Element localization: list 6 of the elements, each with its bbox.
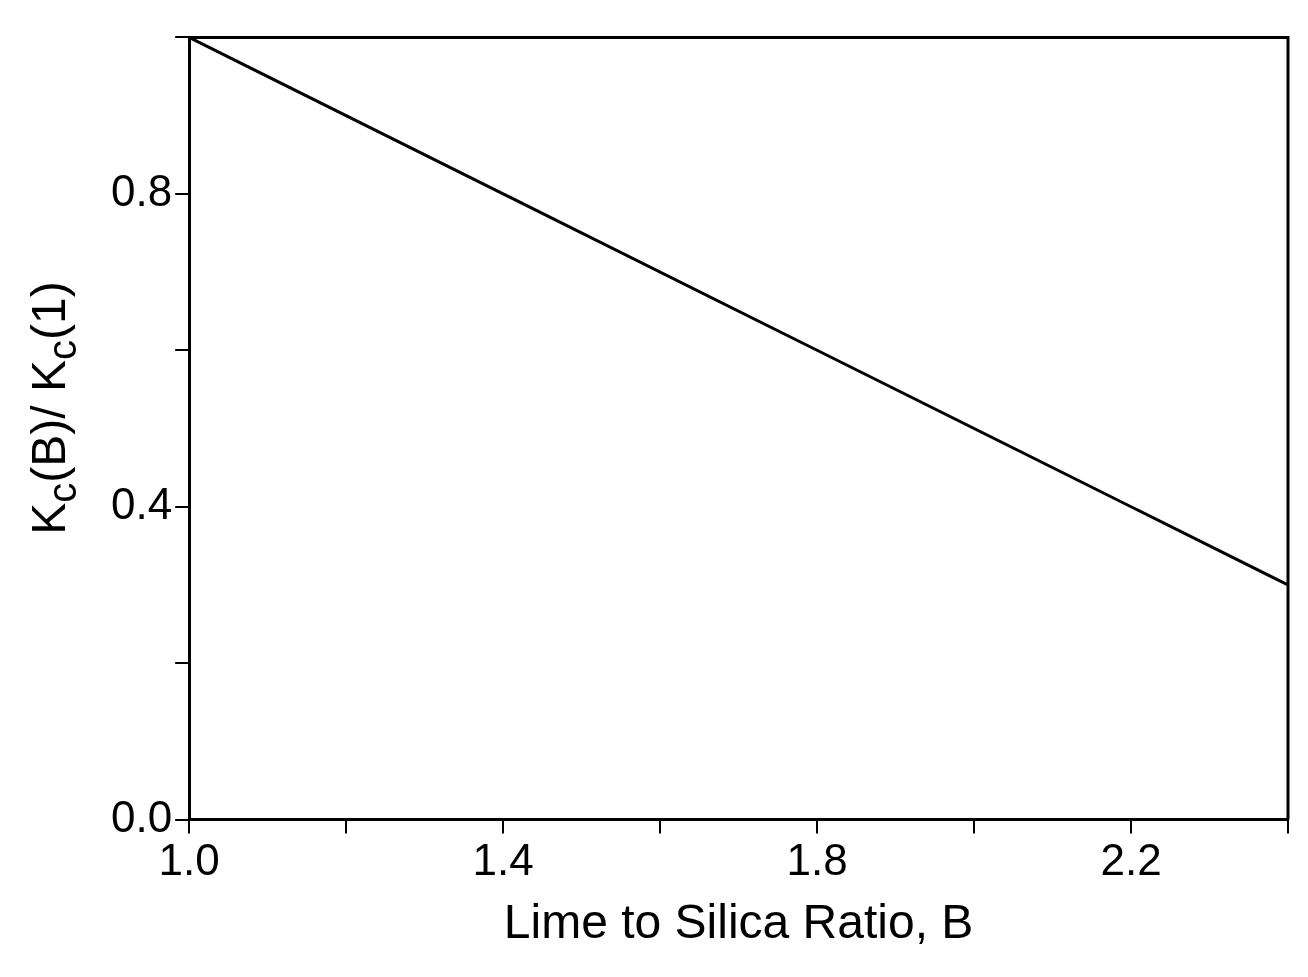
y-tick-label: 0.4 bbox=[110, 478, 173, 528]
x-tick-label: 2.2 bbox=[1100, 835, 1162, 885]
x-tick-label: 1.8 bbox=[786, 835, 848, 885]
x-axis-title: Lime to Silica Ratio, B bbox=[503, 895, 974, 949]
y-tick-label: 0.8 bbox=[110, 165, 173, 215]
x-tick-label: 1.4 bbox=[472, 835, 534, 885]
